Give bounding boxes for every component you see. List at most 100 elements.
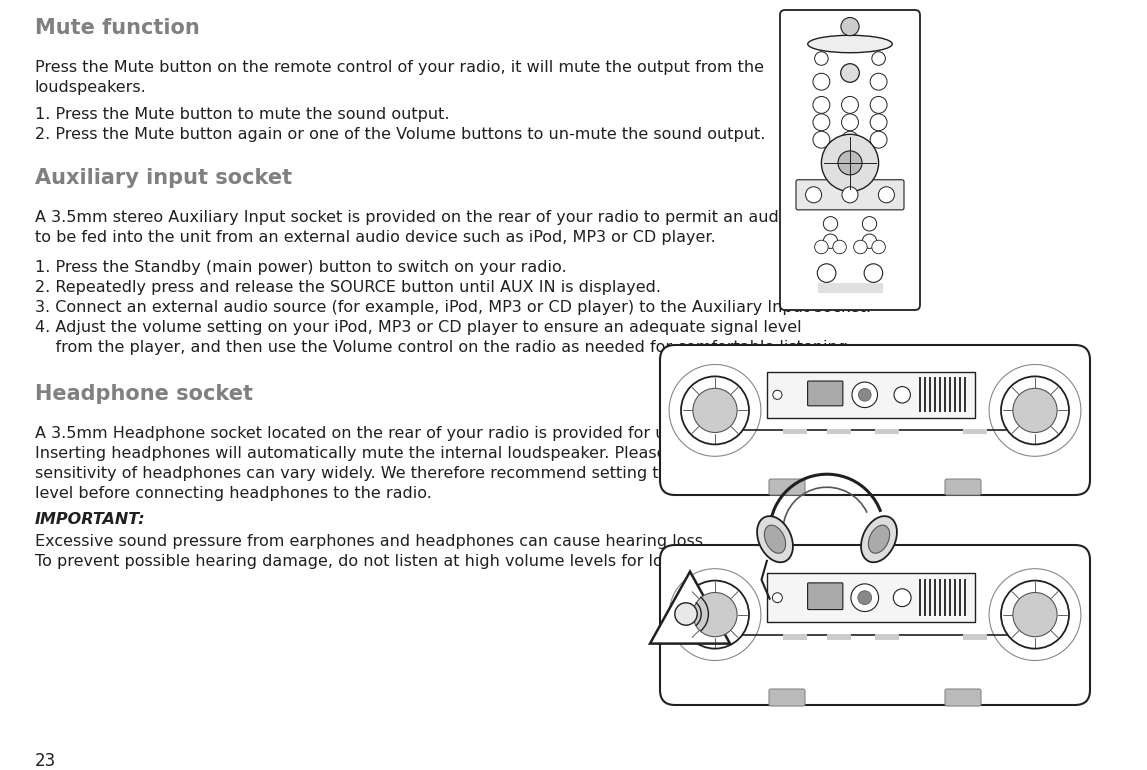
Bar [929,579,930,617]
Circle shape [681,581,749,648]
Bar [938,377,941,412]
Circle shape [813,96,829,113]
Circle shape [842,114,858,131]
Text: level before connecting headphones to the radio.: level before connecting headphones to th… [36,486,432,501]
Circle shape [842,187,858,203]
Circle shape [853,240,867,254]
Circle shape [842,131,858,148]
Text: Auxiliary input socket: Auxiliary input socket [36,168,292,188]
Circle shape [818,264,836,283]
Circle shape [1013,592,1058,637]
Ellipse shape [757,516,793,562]
Circle shape [871,114,887,131]
Circle shape [842,96,858,113]
Bar [959,579,961,617]
FancyBboxPatch shape [796,179,904,210]
Circle shape [693,592,738,637]
Text: sensitivity of headphones can vary widely. We therefore recommend setting the vo: sensitivity of headphones can vary widel… [36,466,812,481]
FancyBboxPatch shape [767,573,975,622]
Text: 23: 23 [36,752,56,770]
Circle shape [772,593,782,603]
Bar [827,634,851,640]
Text: Press the Mute button on the remote control of your radio, it will mute the outp: Press the Mute button on the remote cont… [36,60,764,75]
Text: loudspeakers.: loudspeakers. [36,80,147,95]
Circle shape [871,73,887,90]
Circle shape [852,382,877,407]
Circle shape [872,52,885,65]
Bar [919,579,921,617]
Bar [934,377,936,412]
Text: 1. Press the Standby (main power) button to switch on your radio.: 1. Press the Standby (main power) button… [36,260,567,275]
FancyBboxPatch shape [945,689,981,706]
Bar [949,579,951,617]
Text: from the player, and then use the Volume control on the radio as needed for comf: from the player, and then use the Volume… [36,340,853,355]
Circle shape [871,131,887,148]
Bar [963,429,988,434]
Circle shape [863,216,876,231]
Ellipse shape [807,35,892,52]
Circle shape [851,584,879,611]
Circle shape [833,240,846,254]
Text: 3. Connect an external audio source (for example, iPod, MP3 or CD player) to the: 3. Connect an external audio source (for… [36,300,871,315]
Circle shape [871,96,887,113]
Bar [923,377,926,412]
Text: 2. Press the Mute button again or one of the Volume buttons to un-mute the sound: 2. Press the Mute button again or one of… [36,127,765,142]
Circle shape [864,264,883,283]
Circle shape [858,591,872,604]
Text: IMPORTANT:: IMPORTANT: [36,512,146,527]
Bar [963,634,988,640]
FancyBboxPatch shape [818,283,882,293]
Bar [934,579,936,617]
Bar [783,634,807,640]
Bar [923,579,926,617]
FancyBboxPatch shape [767,372,975,417]
Text: To prevent possible hearing damage, do not listen at high volume levels for long: To prevent possible hearing damage, do n… [36,554,754,569]
Ellipse shape [764,525,786,554]
Bar [954,579,955,617]
Circle shape [814,52,828,65]
FancyBboxPatch shape [660,545,1090,705]
FancyBboxPatch shape [768,689,805,706]
Circle shape [894,589,911,607]
Circle shape [841,64,859,82]
Circle shape [894,387,911,403]
Circle shape [674,603,697,625]
Text: A 3.5mm Headphone socket located on the rear of your radio is provided for use w: A 3.5mm Headphone socket located on the … [36,426,832,441]
Ellipse shape [861,516,897,562]
Bar [827,429,851,434]
Circle shape [773,390,782,400]
Circle shape [814,240,828,254]
Polygon shape [650,571,729,644]
Bar [944,377,945,412]
Bar [959,377,961,412]
Bar [954,377,955,412]
Bar [949,377,951,412]
Text: to be fed into the unit from an external audio device such as iPod, MP3 or CD pl: to be fed into the unit from an external… [36,230,716,245]
Circle shape [824,216,837,231]
Bar [963,377,966,412]
Circle shape [813,114,829,131]
Circle shape [824,234,837,249]
Bar [929,377,930,412]
Bar [875,634,899,640]
Circle shape [693,388,738,433]
Circle shape [1001,581,1069,648]
Text: Mute function: Mute function [36,18,200,38]
Ellipse shape [868,525,890,554]
Bar [783,429,807,434]
Circle shape [813,131,829,148]
Circle shape [872,240,885,254]
Circle shape [879,187,895,203]
Circle shape [863,234,876,249]
Bar [963,579,966,617]
Circle shape [821,134,879,192]
Circle shape [805,187,821,203]
Circle shape [681,377,749,444]
Text: Excessive sound pressure from earphones and headphones can cause hearing loss.: Excessive sound pressure from earphones … [36,534,708,549]
Text: A 3.5mm stereo Auxiliary Input socket is provided on the rear of your radio to p: A 3.5mm stereo Auxiliary Input socket is… [36,210,845,225]
FancyBboxPatch shape [807,583,843,610]
FancyBboxPatch shape [780,10,920,310]
FancyBboxPatch shape [945,479,981,495]
Text: 2. Repeatedly press and release the SOURCE button until AUX IN is displayed.: 2. Repeatedly press and release the SOUR… [36,280,661,295]
Circle shape [1013,388,1058,433]
